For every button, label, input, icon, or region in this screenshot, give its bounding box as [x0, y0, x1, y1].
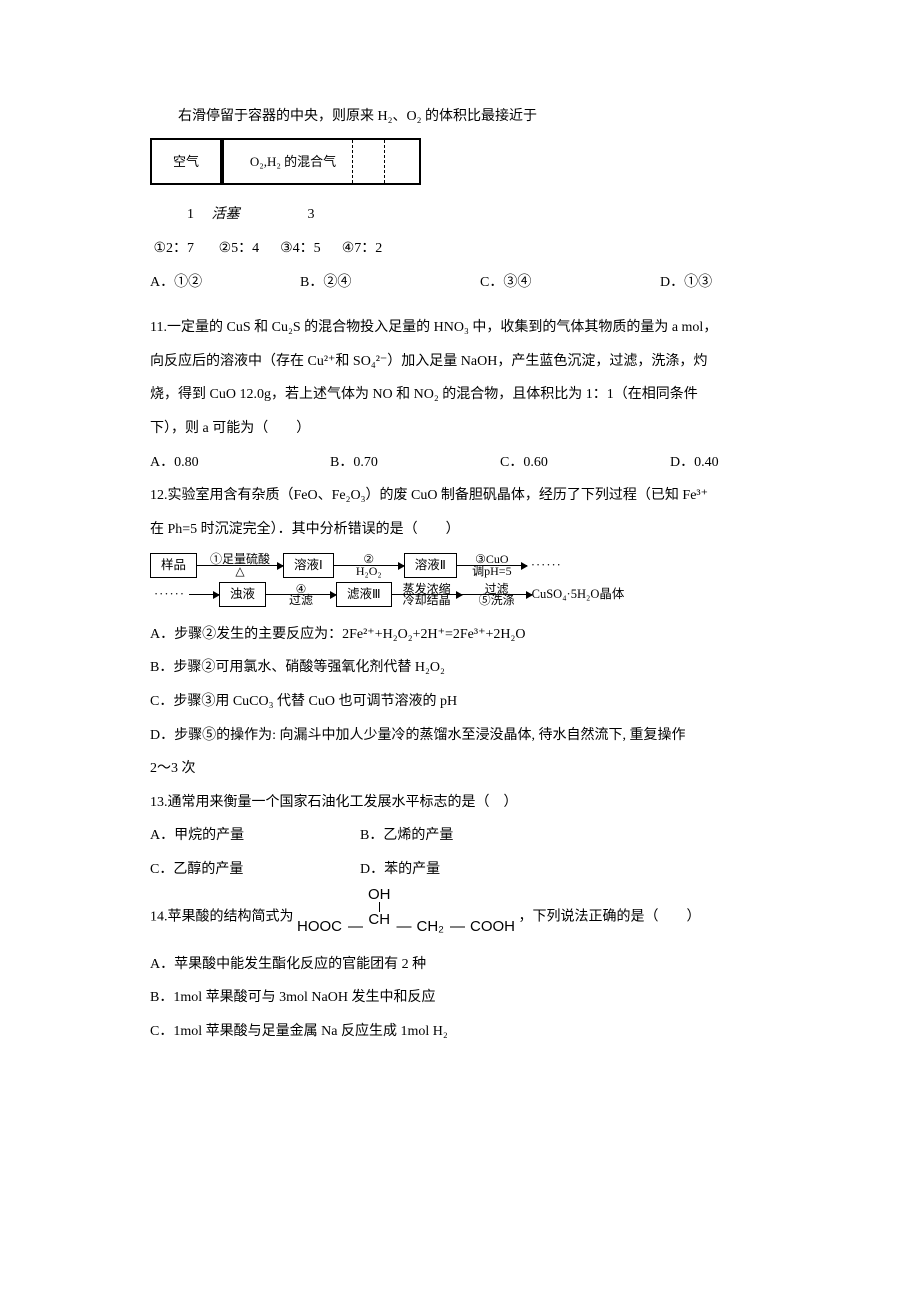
- flow-box-sample: 样品: [150, 553, 197, 578]
- a3-bot: 调pH=5: [472, 564, 511, 578]
- q10-diagram: 空气 O₂,H₂ 的混合气 1 活塞 3: [150, 134, 810, 232]
- q10-stem-cont: 右滑停留于容器的中央，则原来 H₂、O₂ 的体积比最接近于: [150, 100, 810, 134]
- q13-opt-c: C．乙醇的产量: [150, 853, 360, 887]
- a2-bot: H₂O₂: [356, 564, 382, 578]
- q11-line4: 下），则 a 可能为（ ）: [150, 412, 810, 446]
- q11-num: 11.: [150, 320, 167, 335]
- q11-line1: 11.一定量的 CuS 和 Cu₂S 的混合物投入足量的 HNO₃ 中，收集到的…: [150, 311, 810, 345]
- scale-1: 1: [150, 198, 194, 232]
- scale-3: 3: [257, 198, 365, 232]
- flow-arrow-6: 过滤 ⑤洗涤: [462, 582, 532, 608]
- q12-l1: 实验室用含有杂质（FeO、Fe₂O₃）的废 CuO 制备胆矾晶体，经历了下列过程…: [168, 488, 709, 503]
- q12-opt-b: B．步骤②可用氯水、硝酸等强氧化剂代替 H₂O₂: [150, 651, 810, 685]
- formula-bond-1: —: [348, 906, 362, 948]
- formula-bond-2: —: [397, 906, 411, 948]
- q14-opt-b: B．1mol 苹果酸可与 3mol NaOH 发生中和反应: [150, 981, 810, 1015]
- diagram-right-cell: O₂,H₂ 的混合气: [222, 140, 353, 183]
- a5-bot: 冷却结晶: [403, 593, 451, 607]
- flow-row-2: ······ 浊液 ④ 过滤 滤液Ⅲ 蒸发浓缩 冷却结晶 过滤 ⑤洗涤 CuSO…: [150, 582, 810, 608]
- formula-ch2: CH₂: [417, 906, 445, 948]
- q10-opt-a: A．①②: [150, 266, 300, 300]
- q14-stem: 14.苹果酸的结构简式为 HOOC — OH CH — CH₂ — COOH ，…: [150, 887, 810, 948]
- q13-options-row1: A．甲烷的产量 B．乙烯的产量: [150, 819, 810, 853]
- q13-opt-b: B．乙烯的产量: [360, 819, 453, 853]
- q13-options-row2: C．乙醇的产量 D．苯的产量: [150, 853, 810, 887]
- q14-stem-post: ，下列说法正确的是（ ）: [519, 909, 701, 924]
- flow-box-filtrate: 滤液Ⅲ: [336, 582, 392, 607]
- subopt-2: ②5：4: [219, 241, 260, 256]
- q11-line2: 向反应后的溶液中（存在 Cu²⁺和 SO₄²⁻）加入足量 NaOH，产生蓝色沉淀…: [150, 345, 810, 379]
- q11-opt-a: A．0.80: [150, 446, 330, 480]
- flow-head-dots: ······: [150, 587, 189, 602]
- diagram-dash-cell: [353, 140, 385, 183]
- a6-bot: ⑤洗涤: [479, 593, 515, 607]
- flow-tail-dots: ······: [527, 558, 566, 573]
- q10-subopts: ①2：7 ②5：4 ③4：5 ④7：2: [150, 232, 810, 266]
- q11-opt-c: C．0.60: [500, 446, 670, 480]
- q10-options: A．①② B．②④ C．③④ D．①③: [150, 266, 810, 300]
- formula-cooh: COOH: [470, 906, 515, 948]
- a1-bot: △: [235, 564, 244, 578]
- flow-arrow-2: ② H₂O₂: [334, 552, 404, 578]
- flow-box-sol1: 溶液Ⅰ: [283, 553, 334, 578]
- q12-num: 12.: [150, 488, 168, 503]
- formula-choh: OH CH: [368, 887, 391, 929]
- q12-opt-d2: 2～3 次: [150, 752, 810, 786]
- q10-opt-b: B．②④: [300, 266, 480, 300]
- formula-hooc: HOOC: [297, 906, 342, 948]
- formula-bond-3: —: [450, 906, 464, 948]
- subopt-1: ①2：7: [154, 241, 195, 256]
- diagram-pad: [385, 140, 420, 183]
- a4-bot: 过滤: [289, 593, 313, 607]
- q10-opt-c: C．③④: [480, 266, 660, 300]
- flow-arrow-1: ①足量硫酸 △: [197, 552, 283, 578]
- scale-piston-label: 活塞: [198, 198, 254, 232]
- q11-l1: 一定量的 CuS 和 Cu₂S 的混合物投入足量的 HNO₃ 中，收集到的气体其…: [167, 320, 717, 335]
- flow-arrow-4: ④ 过滤: [266, 582, 336, 608]
- flow-output: CuSO₄·5H₂O晶体: [532, 587, 625, 602]
- subopt-4: ④7：2: [342, 241, 383, 256]
- q11-opt-d: D．0.40: [670, 446, 719, 480]
- q12-opt-d1: D．步骤⑤的操作为: 向漏斗中加人少量冷的蒸馏水至浸没晶体, 待水自然流下, 重…: [150, 719, 810, 753]
- q11-opt-b: B．0.70: [330, 446, 500, 480]
- q12-opt-a: A．步骤②发生的主要反应为：2Fe²⁺+H₂O₂+2H⁺=2Fe³⁺+2H₂O: [150, 618, 810, 652]
- diagram-scale: 1 活塞 3: [150, 198, 810, 232]
- q13-opt-a: A．甲烷的产量: [150, 819, 360, 853]
- q14-stem-pre: 14.苹果酸的结构简式为: [150, 909, 294, 924]
- subopt-3: ③4：5: [280, 241, 321, 256]
- flow-box-sol2: 溶液Ⅱ: [404, 553, 457, 578]
- q14-opt-a: A．苹果酸中能发生酯化反应的官能团有 2 种: [150, 948, 810, 982]
- diagram-left-cell: 空气: [152, 140, 222, 183]
- flow-box-turbid: 浊液: [219, 582, 266, 607]
- q10-opt-d: D．①③: [660, 266, 712, 300]
- q11-options: A．0.80 B．0.70 C．0.60 D．0.40: [150, 446, 810, 480]
- q11-line3: 烧，得到 CuO 12.0g，若上述气体为 NO 和 NO₂ 的混合物，且体积比…: [150, 378, 810, 412]
- flow-arrow-5: 蒸发浓缩 冷却结晶: [392, 582, 462, 608]
- flow-row-1: 样品 ①足量硫酸 △ 溶液Ⅰ ② H₂O₂ 溶液Ⅱ ③CuO 调pH=5 ···…: [150, 552, 810, 578]
- flow-arrow-lead: [189, 594, 219, 595]
- q12-flowchart: 样品 ①足量硫酸 △ 溶液Ⅰ ② H₂O₂ 溶液Ⅱ ③CuO 调pH=5 ···…: [150, 552, 810, 608]
- q13-opt-d: D．苯的产量: [360, 853, 440, 887]
- q12-opt-c: C．步骤③用 CuCO₃ 代替 CuO 也可调节溶液的 pH: [150, 685, 810, 719]
- q13-stem: 13.通常用来衡量一个国家石油化工发展水平标志的是（ ）: [150, 786, 810, 820]
- q14-opt-c: C．1mol 苹果酸与足量金属 Na 反应生成 1mol H₂: [150, 1015, 810, 1049]
- malic-acid-formula: HOOC — OH CH — CH₂ — COOH: [297, 887, 515, 948]
- q12-line1: 12.实验室用含有杂质（FeO、Fe₂O₃）的废 CuO 制备胆矾晶体，经历了下…: [150, 479, 810, 513]
- formula-oh: OH: [368, 887, 391, 903]
- formula-ch: CH: [368, 912, 390, 928]
- q12-line2: 在 Ph=5 时沉淀完全）．其中分析错误的是（ ）: [150, 513, 810, 547]
- diagram-right-label: O₂,H₂ 的混合气: [250, 154, 336, 169]
- flow-arrow-3: ③CuO 调pH=5: [457, 552, 527, 578]
